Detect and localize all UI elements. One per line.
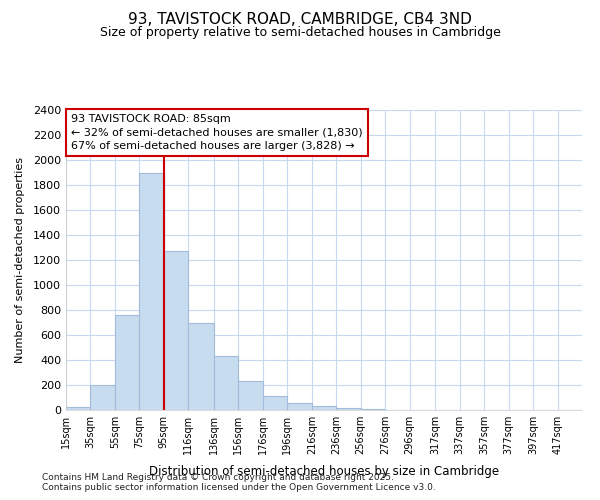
Text: 93, TAVISTOCK ROAD, CAMBRIDGE, CB4 3ND: 93, TAVISTOCK ROAD, CAMBRIDGE, CB4 3ND	[128, 12, 472, 28]
Bar	[188, 322, 214, 410]
Bar	[91, 385, 115, 410]
Bar	[238, 381, 263, 410]
Text: 93 TAVISTOCK ROAD: 85sqm
← 32% of semi-detached houses are smaller (1,830)
67% o: 93 TAVISTOCK ROAD: 85sqm ← 32% of semi-d…	[71, 114, 363, 151]
Text: Contains public sector information licensed under the Open Government Licence v3: Contains public sector information licen…	[42, 484, 436, 492]
Bar	[287, 402, 312, 410]
Text: Size of property relative to semi-detached houses in Cambridge: Size of property relative to semi-detach…	[100, 26, 500, 39]
Bar	[139, 172, 164, 410]
Bar	[312, 406, 336, 410]
Bar	[66, 407, 91, 410]
X-axis label: Distribution of semi-detached houses by size in Cambridge: Distribution of semi-detached houses by …	[149, 466, 499, 478]
Bar	[361, 409, 385, 410]
Bar	[214, 356, 238, 410]
Bar	[263, 396, 287, 410]
Bar	[164, 251, 188, 410]
Bar	[336, 408, 361, 410]
Bar	[115, 315, 139, 410]
Y-axis label: Number of semi-detached properties: Number of semi-detached properties	[14, 157, 25, 363]
Text: Contains HM Land Registry data © Crown copyright and database right 2025.: Contains HM Land Registry data © Crown c…	[42, 474, 394, 482]
